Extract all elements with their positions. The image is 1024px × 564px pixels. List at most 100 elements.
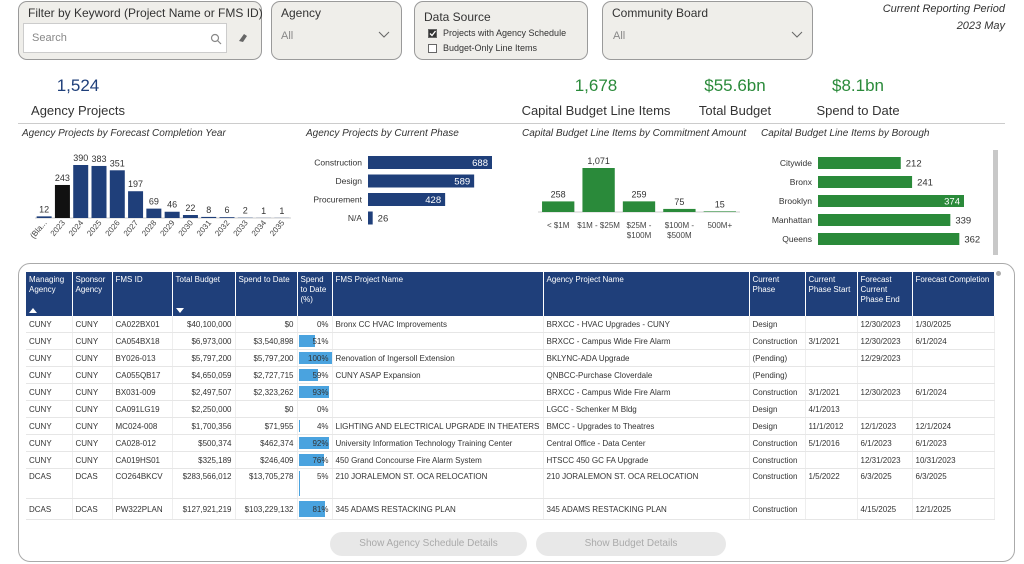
table-cell: CUNY bbox=[72, 349, 113, 367]
category-label: 2033 bbox=[231, 218, 250, 238]
spend-bar bbox=[298, 454, 324, 466]
table-cell: Design bbox=[749, 417, 806, 435]
filter-label: Data Source bbox=[424, 10, 491, 24]
checkbox[interactable] bbox=[428, 44, 437, 53]
chevron bbox=[378, 31, 390, 38]
column-header[interactable]: Managing Agency bbox=[26, 272, 73, 316]
value-label: 8 bbox=[206, 205, 211, 215]
action-button[interactable]: Show Budget Details bbox=[536, 532, 726, 556]
table-cell bbox=[912, 400, 995, 418]
table-cell: Central Office - Data Center bbox=[543, 434, 750, 452]
table-cell: 92% bbox=[297, 434, 333, 452]
spend-bar bbox=[298, 352, 331, 364]
column-header[interactable]: Spend to Date (%) bbox=[297, 272, 333, 316]
period-value: 2023 May bbox=[956, 20, 1005, 32]
table-cell: 0% bbox=[297, 400, 333, 418]
table-cell bbox=[857, 400, 913, 418]
table-cell: CA091LG19 bbox=[112, 400, 173, 418]
category-label: 2032 bbox=[213, 218, 232, 238]
table-cell: BKLYNC-ADA Upgrade bbox=[543, 349, 750, 367]
table-cell: $462,374 bbox=[235, 434, 298, 452]
table-cell: University Information Technology Traini… bbox=[332, 434, 544, 452]
table-cell: Design bbox=[749, 400, 806, 418]
value-label: 374 bbox=[944, 197, 960, 208]
checkbox[interactable] bbox=[428, 29, 437, 38]
table-cell: 345 ADAMS RESTACKING PLAN bbox=[543, 498, 750, 520]
value-label: 241 bbox=[917, 178, 933, 189]
search-input[interactable]: Search bbox=[23, 23, 227, 53]
action-button[interactable]: Show Agency Schedule Details bbox=[330, 532, 527, 556]
clear-icon[interactable] bbox=[237, 32, 249, 44]
table-cell: CA019HS01 bbox=[112, 451, 173, 469]
kpi-label: Capital Budget Line Items bbox=[521, 103, 671, 118]
table-cell: $325,189 bbox=[172, 451, 236, 469]
category-label: 2023 bbox=[49, 218, 68, 238]
check-mark bbox=[429, 30, 437, 37]
table-cell: CUNY bbox=[72, 451, 113, 469]
value-label: 46 bbox=[167, 200, 177, 210]
community-board-filter[interactable]: Community Board All bbox=[602, 1, 813, 60]
chart-title: Agency Projects by Current Phase bbox=[305, 128, 459, 139]
cell-text: 0% bbox=[316, 404, 329, 414]
table-cell: CUNY bbox=[26, 349, 73, 367]
column-header[interactable]: Agency Project Name bbox=[543, 272, 750, 316]
spend-bar bbox=[298, 471, 301, 496]
column-header[interactable]: Spend to Date bbox=[235, 272, 298, 316]
table-cell: $4,650,059 bbox=[172, 366, 236, 384]
category-label: 2035 bbox=[268, 218, 287, 238]
table-cell: 3/1/2021 bbox=[805, 383, 858, 401]
value-label: 259 bbox=[631, 189, 646, 199]
filter-label: Community Board bbox=[612, 6, 709, 20]
table-cell: BY026-013 bbox=[112, 349, 173, 367]
table-cell: 11/1/2012 bbox=[805, 417, 858, 435]
column-header[interactable]: Sponsor Agency bbox=[72, 272, 113, 316]
table-cell: $0 bbox=[235, 316, 298, 333]
table-cell: $2,497,507 bbox=[172, 383, 236, 401]
bar bbox=[703, 211, 736, 212]
table-cell: CA022BX01 bbox=[112, 316, 173, 333]
category-label: 2027 bbox=[122, 218, 141, 238]
cell-text: 5% bbox=[316, 472, 329, 481]
reporting-period: Current Reporting Period 2023 May bbox=[883, 1, 1005, 35]
category-label: (Bla... bbox=[28, 219, 48, 241]
column-header[interactable]: Current Phase bbox=[749, 272, 806, 316]
table-cell: $5,797,200 bbox=[235, 349, 298, 367]
table-cell: Design bbox=[749, 316, 806, 333]
column-header[interactable]: Current Phase Start bbox=[805, 272, 858, 316]
table-cell: CUNY bbox=[26, 451, 73, 469]
table-cell: BMCC - Upgrades to Theatres bbox=[543, 417, 750, 435]
table-cell: CUNY bbox=[72, 400, 113, 418]
column-header[interactable]: FMS Project Name bbox=[332, 272, 544, 316]
table-cell: 6/1/2024 bbox=[912, 383, 995, 401]
bar bbox=[818, 195, 964, 207]
table-cell: Renovation of Ingersoll Extension bbox=[332, 349, 544, 367]
divider bbox=[18, 123, 1005, 124]
value-label: 362 bbox=[964, 235, 980, 246]
category-label: 2030 bbox=[177, 218, 196, 238]
column-header[interactable]: FMS ID bbox=[112, 272, 173, 316]
table-cell: $40,100,000 bbox=[172, 316, 236, 333]
bar bbox=[542, 201, 575, 212]
agency-filter[interactable]: Agency All bbox=[271, 1, 402, 60]
table-cell: 5/1/2016 bbox=[805, 434, 858, 452]
value-label: 75 bbox=[674, 197, 684, 207]
category-label: Design bbox=[336, 176, 363, 186]
option-label: Projects with Agency Schedule bbox=[443, 28, 567, 38]
bar bbox=[73, 165, 89, 218]
column-header[interactable]: Forecast Completion bbox=[912, 272, 995, 316]
table-cell: CUNY bbox=[72, 434, 113, 452]
table-cell: 81% bbox=[297, 498, 333, 520]
column-header[interactable]: Forecast Current Phase End bbox=[857, 272, 913, 316]
column-header[interactable]: Total Budget bbox=[172, 272, 236, 316]
filter-label: Filter by Keyword (Project Name or FMS I… bbox=[28, 6, 263, 20]
table-cell: DCAS bbox=[72, 468, 113, 499]
sort-arrow bbox=[29, 308, 37, 313]
table-cell: $2,323,262 bbox=[235, 383, 298, 401]
table-cell: 3/1/2021 bbox=[805, 332, 858, 350]
table-cell: $103,229,132 bbox=[235, 498, 298, 520]
table-cell: 1/5/2022 bbox=[805, 468, 858, 499]
kpi-value: $55.6bn bbox=[704, 76, 766, 95]
table-cell: CUNY bbox=[26, 400, 73, 418]
category-label: Queens bbox=[782, 234, 812, 244]
